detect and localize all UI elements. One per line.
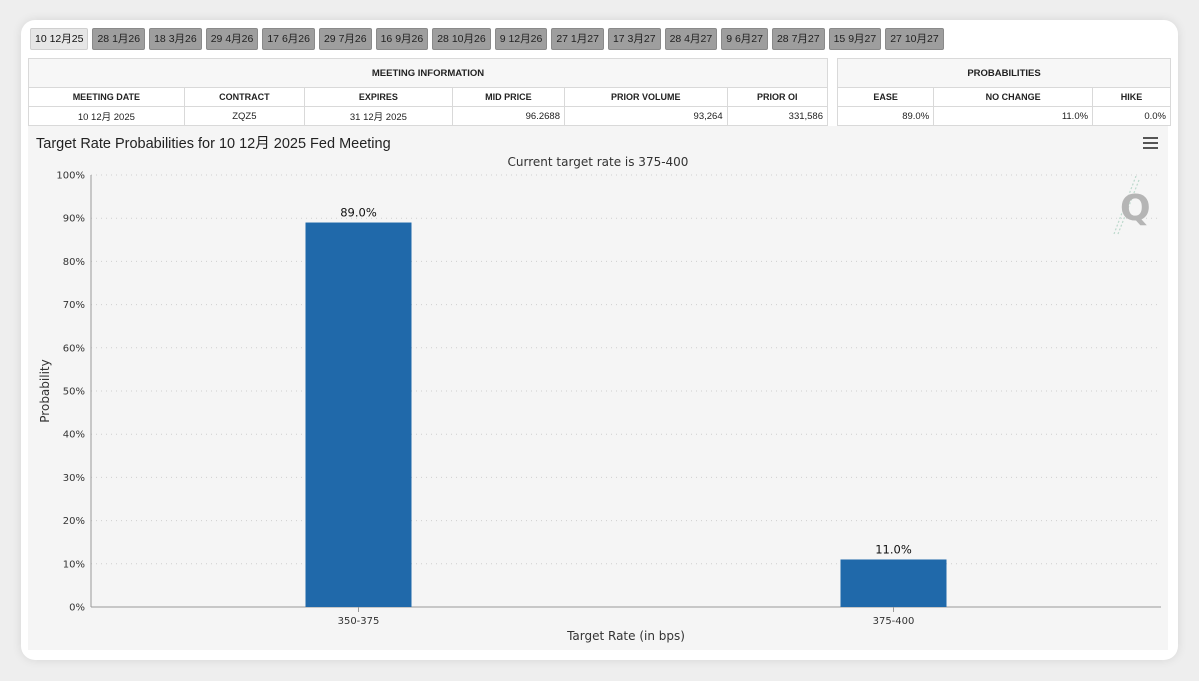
tab-meeting-2[interactable]: 18 3月26	[149, 28, 202, 50]
y-tick-label: 20%	[63, 516, 85, 527]
col-expires: EXPIRES	[304, 87, 453, 107]
tab-meeting-11[interactable]: 28 4月27	[664, 28, 718, 50]
tab-meeting-6[interactable]: 16 9月26	[375, 28, 429, 50]
y-tick-label: 90%	[63, 214, 85, 225]
tab-meeting-13[interactable]: 28 7月27	[771, 28, 825, 50]
tab-meeting-5[interactable]: 29 7月26	[318, 28, 372, 50]
chart-title: Target Rate Probabilities for 10 12月 202…	[36, 136, 391, 152]
tab-meeting-10[interactable]: 17 3月27	[607, 28, 661, 50]
probabilities-table: PROBABILITIES EASE NO CHANGE HIKE 89.0% …	[836, 58, 1171, 126]
bar	[305, 222, 412, 607]
tab-meeting-14[interactable]: 15 9月27	[828, 28, 882, 50]
y-tick-label: 80%	[63, 257, 85, 268]
col-no-change: NO CHANGE	[933, 87, 1094, 107]
y-tick-label: 10%	[63, 559, 85, 570]
tab-meeting-9[interactable]: 27 1月27	[551, 28, 604, 50]
meeting-tabs: 10 12月25 28 1月26 18 3月26 29 4月26 17 6月26 29 7…	[30, 28, 944, 50]
x-tick-label: 350-375	[338, 616, 380, 627]
y-tick-label: 40%	[63, 430, 85, 441]
tab-meeting-12[interactable]: 9 6月27	[721, 28, 768, 50]
cell-hike: 0.0%	[1092, 106, 1171, 126]
tab-meeting-7[interactable]: 28 10月26	[432, 28, 491, 50]
meeting-information-header: MEETING INFORMATION	[28, 58, 828, 88]
col-prior-volume: PRIOR VOLUME	[563, 87, 728, 107]
y-tick-label: 100%	[56, 171, 85, 182]
meeting-information-table: MEETING INFORMATION MEETING DATE CONTRAC…	[28, 58, 829, 126]
bar-data-label: 89.0%	[340, 206, 377, 220]
tab-meeting-0[interactable]: 10 12月25	[30, 28, 89, 50]
cell-prior-oi: 331,586	[726, 106, 829, 126]
x-tick-label: 375-400	[873, 616, 915, 627]
table-row: 10 12月 2025 ZQZ5 31 12月 2025 96.2688 93,…	[28, 106, 829, 126]
cell-prior-volume: 93,264	[563, 106, 728, 126]
bar	[840, 559, 947, 607]
tab-meeting-4[interactable]: 17 6月26	[262, 28, 315, 50]
col-contract: CONTRACT	[183, 87, 306, 107]
y-tick-label: 60%	[63, 343, 85, 354]
hamburger-menu-icon[interactable]	[1143, 137, 1158, 149]
y-tick-label: 0%	[69, 603, 85, 614]
tab-meeting-8[interactable]: 9 12月26	[494, 28, 548, 50]
col-ease: EASE	[836, 87, 935, 107]
y-tick-label: 30%	[63, 473, 85, 484]
col-prior-oi: PRIOR OI	[726, 87, 829, 107]
cell-expires: 31 12月 2025	[304, 106, 453, 126]
y-axis-title: Probability	[38, 359, 52, 422]
tab-meeting-15[interactable]: 27 10月27	[885, 28, 944, 50]
col-meeting-date: MEETING DATE	[28, 87, 185, 107]
col-mid-price: MID PRICE	[451, 87, 565, 107]
cell-meeting-date: 10 12月 2025	[28, 106, 185, 126]
chart-subtitle: Current target rate is 375-400	[507, 155, 689, 169]
col-hike: HIKE	[1092, 87, 1171, 107]
cell-mid-price: 96.2688	[451, 106, 565, 126]
y-tick-label: 70%	[63, 300, 85, 311]
watermark-logo-icon: Q	[1113, 176, 1151, 235]
x-axis-title: Target Rate (in bps)	[566, 629, 685, 643]
cell-no-change: 11.0%	[933, 106, 1094, 126]
y-tick-label: 50%	[63, 387, 85, 398]
cell-ease: 89.0%	[836, 106, 935, 126]
main-card: 10 12月25 28 1月26 18 3月26 29 4月26 17 6月26 29 7…	[21, 20, 1178, 660]
svg-text:Q: Q	[1120, 188, 1151, 229]
chart-area: 0% 10% 20% 30% 40% 50% 60% 70% 80% 90% 100% 89.0% 35…	[28, 126, 1168, 650]
bar-chart: 0% 10% 20% 30% 40% 50% 60% 70% 80% 90% 100% 89.0% 35…	[38, 171, 1161, 643]
cell-contract: ZQZ5	[183, 106, 306, 126]
bar-data-label: 11.0%	[875, 542, 912, 556]
tab-meeting-3[interactable]: 29 4月26	[205, 28, 259, 50]
probabilities-header: PROBABILITIES	[837, 58, 1171, 88]
tab-meeting-1[interactable]: 28 1月26	[92, 28, 146, 50]
table-row: 89.0% 11.0% 0.0%	[836, 106, 1171, 126]
